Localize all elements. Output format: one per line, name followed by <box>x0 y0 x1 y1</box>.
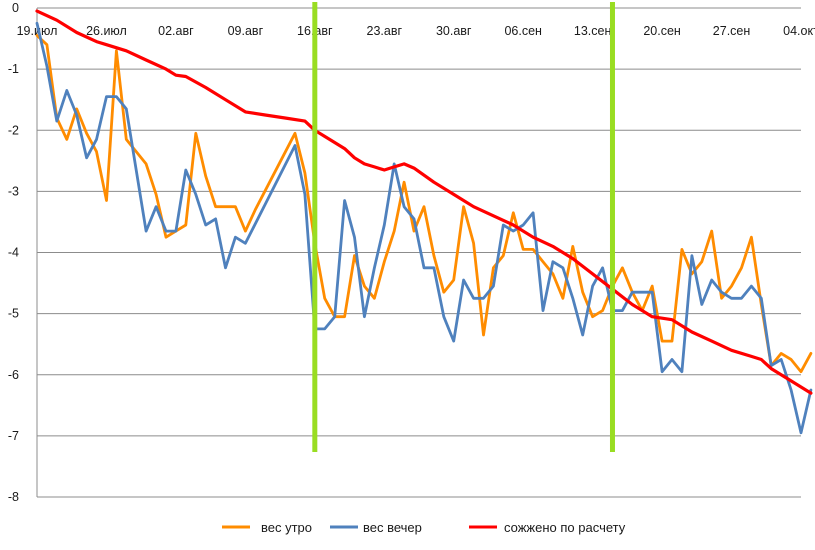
x-tick-label: 27.сен <box>713 24 751 38</box>
x-tick-label: 13.сен <box>574 24 612 38</box>
y-tick-label: 0 <box>12 1 19 15</box>
grid <box>36 7 801 498</box>
y-tick-label: -5 <box>8 307 19 321</box>
x-tick-label: 02.авг <box>158 24 194 38</box>
x-tick-label: 06.сен <box>504 24 542 38</box>
y-tick-label: -7 <box>8 429 19 443</box>
y-tick-label: -2 <box>8 123 19 137</box>
x-tick-label: 09.авг <box>228 24 264 38</box>
legend-label: вес вечер <box>363 520 422 535</box>
series <box>35 9 813 435</box>
x-tick-label: 23.авг <box>367 24 403 38</box>
legend-label: сожжено по расчету <box>504 520 626 535</box>
y-tick-label: -4 <box>8 246 19 260</box>
x-tick-label: 26.июл <box>86 24 127 38</box>
y-tick-label: -3 <box>8 184 19 198</box>
vertical-markers <box>312 2 615 452</box>
x-axis-ticks: 19.июл26.июл02.авг09.авг16.авг23.авг30.а… <box>17 24 815 38</box>
legend-label: вес утро <box>261 520 312 535</box>
y-tick-label: -1 <box>8 62 19 76</box>
x-tick-label: 04.окт <box>783 24 815 38</box>
y-tick-label: -8 <box>8 490 19 504</box>
x-tick-label: 19.июл <box>17 24 58 38</box>
y-axis-ticks: 0 -1 -2 -3 -4 -5 -6 -7 -8 <box>8 1 19 504</box>
series-line-2 <box>35 21 813 435</box>
series-line-1 <box>35 34 813 374</box>
y-tick-label: -6 <box>8 368 19 382</box>
x-tick-label: 30.авг <box>436 24 472 38</box>
series-line-3 <box>35 9 813 395</box>
x-tick-label: 20.сен <box>643 24 681 38</box>
legend: вес утро вес вечер сожжено по расчету <box>222 520 626 535</box>
